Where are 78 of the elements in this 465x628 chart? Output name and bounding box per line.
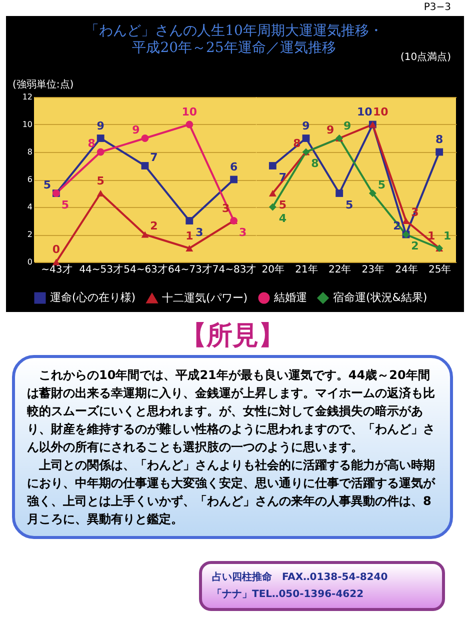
point	[336, 190, 344, 197]
data-label: 5	[61, 198, 70, 212]
data-label: 9	[344, 119, 352, 132]
point	[141, 134, 149, 142]
x-tick-label: 21年	[295, 264, 318, 276]
point	[302, 134, 310, 142]
y-tick-label: 4	[27, 202, 32, 212]
x-tick-label: 24年	[395, 264, 418, 276]
x-tick-label: 54~63才	[124, 264, 168, 276]
data-label: 2	[411, 240, 419, 252]
x-tick-label: 64~73才	[168, 264, 212, 276]
data-label: 8	[88, 137, 96, 150]
text: (10点満点)	[400, 50, 451, 64]
chart-title: 「わんど」さんの人生10年周期大運運気推移・	[85, 23, 383, 39]
legend-label: 十二運気(パワー)	[162, 291, 248, 304]
x-tick-label: 23年	[362, 264, 385, 276]
x-tick-label: 44~53才	[79, 264, 124, 276]
data-label: 1	[428, 229, 436, 242]
point	[186, 217, 194, 224]
y-tick-label: 0	[27, 258, 32, 266]
text: 「ナナ」TEL‥050-1396-4622	[212, 588, 365, 602]
point	[268, 190, 276, 196]
data-label: 8	[311, 157, 319, 170]
data-label: 10	[373, 106, 389, 118]
data-label: 8	[436, 133, 444, 146]
data-label: 10	[357, 106, 373, 118]
point	[186, 245, 194, 252]
point	[96, 190, 104, 196]
point	[186, 120, 194, 128]
data-label: 5	[278, 198, 286, 212]
point	[368, 190, 376, 197]
point	[230, 176, 238, 184]
text: 【所見】	[180, 320, 286, 353]
x-tick-label: 25年	[428, 264, 452, 276]
data-label: 0	[52, 243, 60, 256]
data-label: 1	[444, 229, 452, 242]
data-label: 3	[238, 226, 247, 239]
data-label: 9	[132, 123, 140, 136]
data-label: 5	[378, 178, 386, 192]
point	[436, 148, 444, 156]
point	[268, 162, 276, 170]
data-label: 2	[150, 220, 158, 232]
data-label: 6	[230, 160, 238, 174]
point	[96, 148, 104, 156]
data-label: 9	[302, 119, 310, 132]
text: これからの10年間では、平成21年が最も良い運気です。44歳～20年間は蓄財の出来る幸運期に入り、金銭運が上昇します。マイホームの返済も比較的スムーズにいくと思われます。が、女性に対して金銭損失の暗示があり、財産を維持するのが難しい性格のように思われますので、「わんど」さん以外の所有にされることも選択肢の一つのように思います。	[27, 367, 436, 456]
data-label: 3	[196, 226, 204, 239]
x-tick-label: 74~83才	[212, 264, 256, 276]
y-tick-label: 12	[22, 92, 32, 102]
point	[141, 231, 149, 238]
y-tick-label: 8	[27, 148, 32, 156]
y-tick-label: 6	[27, 175, 32, 184]
point	[96, 134, 104, 142]
y-tick-label: 10	[22, 120, 32, 129]
data-label: 5	[96, 174, 104, 188]
legend-label: 宿命運(状況&結果)	[333, 291, 428, 304]
data-label: 4	[278, 212, 287, 225]
text: 上司との関係は、「わんど」さんよりも社会的に活躍する能力が高い時期におり、中年期の仕事運も大変強く安定、思い通りに仕事で活躍する運気が強く、上司とは上手くいかず、「わんど」さんの来年の人事異動の件は、8月ころに、異動有りと鑑定。	[27, 457, 436, 528]
data-label: 5	[346, 198, 354, 212]
text: 占い四柱推命 FAX‥0138-54-8240	[212, 570, 389, 585]
y-axis-title: (強弱単位:点)	[12, 78, 74, 90]
legend-label: 運命(心の在り様)	[50, 291, 136, 304]
point	[52, 258, 60, 266]
data-label: 9	[326, 123, 334, 136]
x-tick-label: 20年	[262, 264, 285, 276]
data-label: 10	[182, 106, 198, 118]
y-tick-label: 2	[27, 230, 32, 239]
chart-subtitle: 平成20年～25年運命／運気推移	[132, 40, 336, 56]
point	[141, 162, 149, 170]
data-label: 5	[43, 178, 52, 192]
point	[268, 203, 276, 211]
data-label: 7	[150, 150, 158, 164]
data-label: 1	[186, 229, 194, 242]
x-tick-label: 22年	[328, 264, 352, 276]
x-tick-label: ~43才	[41, 264, 72, 276]
data-label: 9	[96, 119, 104, 132]
legend-label: 結婚運	[273, 291, 307, 304]
text: P3−3	[422, 1, 452, 15]
